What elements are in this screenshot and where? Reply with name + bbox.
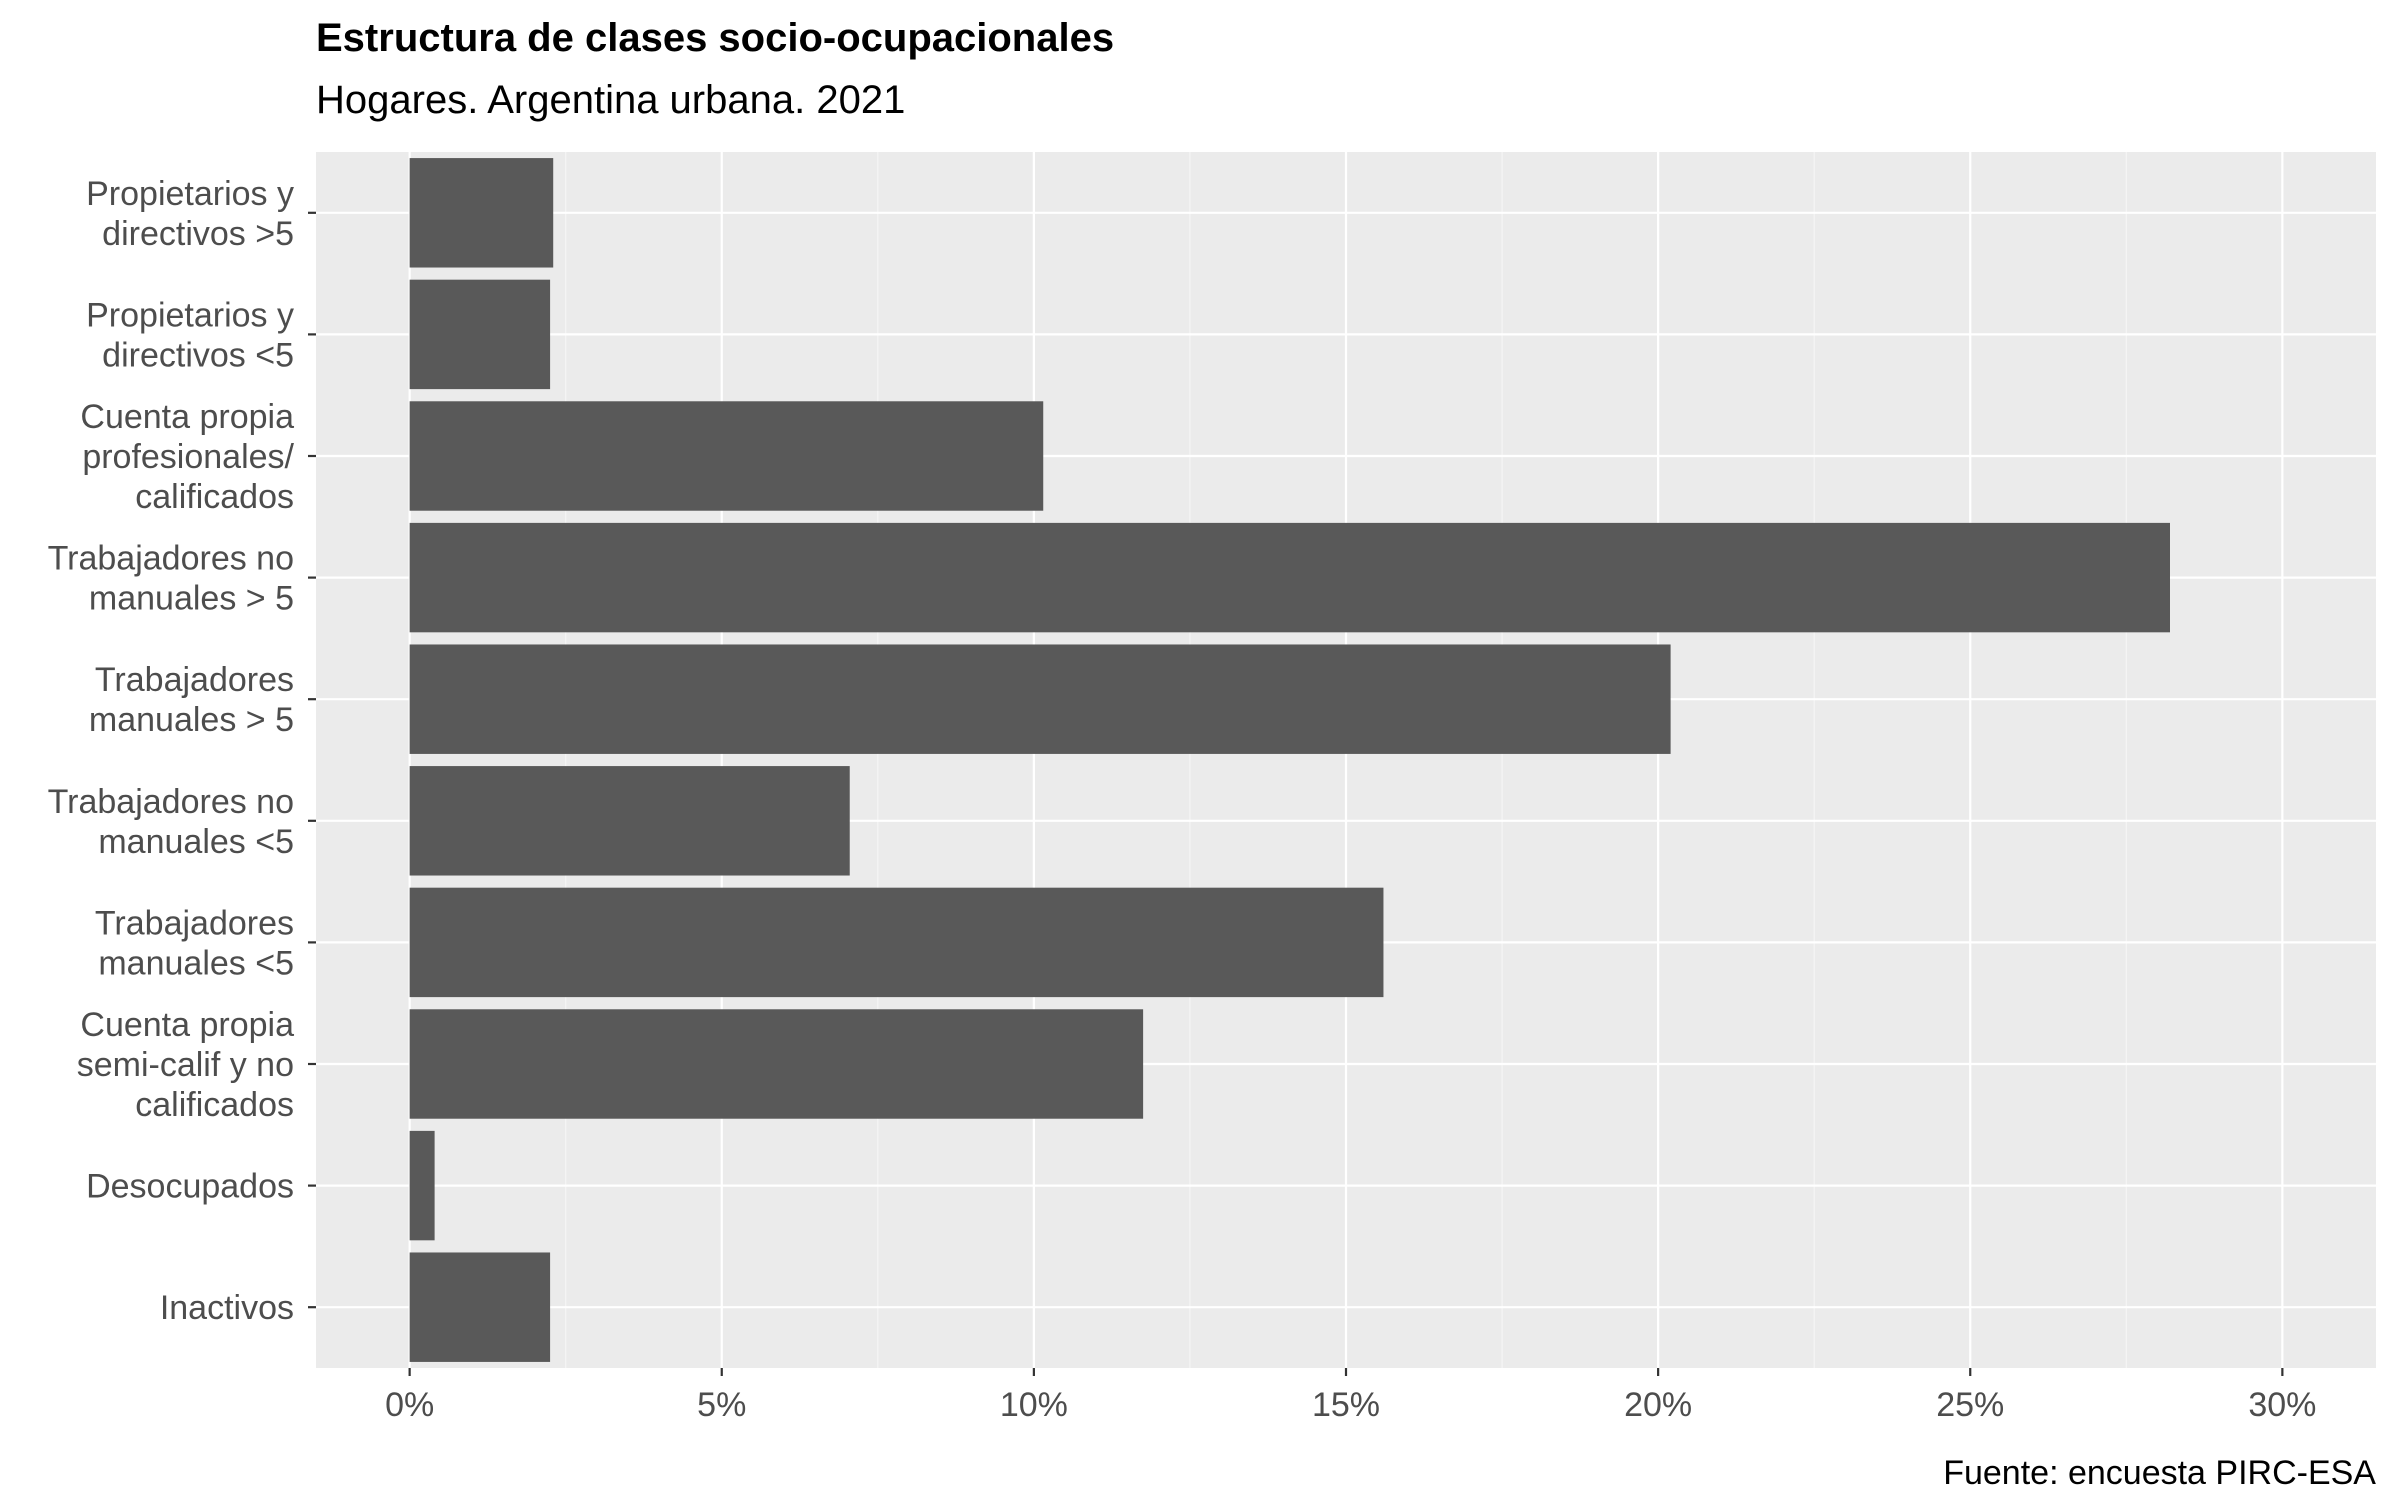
y-tick-label: Propietarios y directivos >5: [86, 175, 294, 253]
x-tick-label: 25%: [1936, 1386, 2004, 1424]
y-tick-label: Trabajadores manuales > 5: [89, 661, 294, 739]
y-tick-label: Inactivos: [160, 1289, 294, 1327]
x-tick-label: 20%: [1624, 1386, 1692, 1424]
y-tick-label: Trabajadores manuales <5: [95, 904, 294, 982]
x-tick-label: 10%: [1000, 1386, 1068, 1424]
y-tick-label: Propietarios y directivos <5: [86, 296, 294, 374]
x-tick-label: 15%: [1312, 1386, 1380, 1424]
y-tick-label: Desocupados: [86, 1168, 294, 1206]
y-tick-label: Cuenta propia profesionales/calificados: [80, 398, 294, 516]
chart-title: Estructura de clases socio-ocupacionales: [316, 16, 1115, 60]
bar: [409, 158, 554, 268]
chart-subtitle: Hogares. Argentina urbana. 2021: [316, 78, 906, 122]
bar: [409, 401, 1044, 511]
chart-caption: Fuente: encuesta PIRC-ESA: [1943, 1454, 2376, 1492]
bar: [409, 766, 850, 876]
y-tick-label: Cuenta propia semi-calif y no calificados: [77, 1006, 294, 1124]
bar: [409, 279, 551, 390]
bar: [409, 1009, 1144, 1119]
x-tick-label: 0%: [385, 1386, 434, 1424]
bar: [409, 644, 1671, 754]
bar: [409, 1130, 435, 1241]
x-tick-label: 30%: [2248, 1386, 2316, 1424]
bar: [409, 887, 1384, 998]
x-tick-label: 5%: [697, 1386, 746, 1424]
bar: [409, 522, 2170, 633]
y-tick-label: Trabajadores no manuales <5: [48, 783, 294, 861]
bar: [409, 1252, 551, 1362]
y-tick-label: Trabajadores no manuales > 5: [48, 540, 294, 618]
